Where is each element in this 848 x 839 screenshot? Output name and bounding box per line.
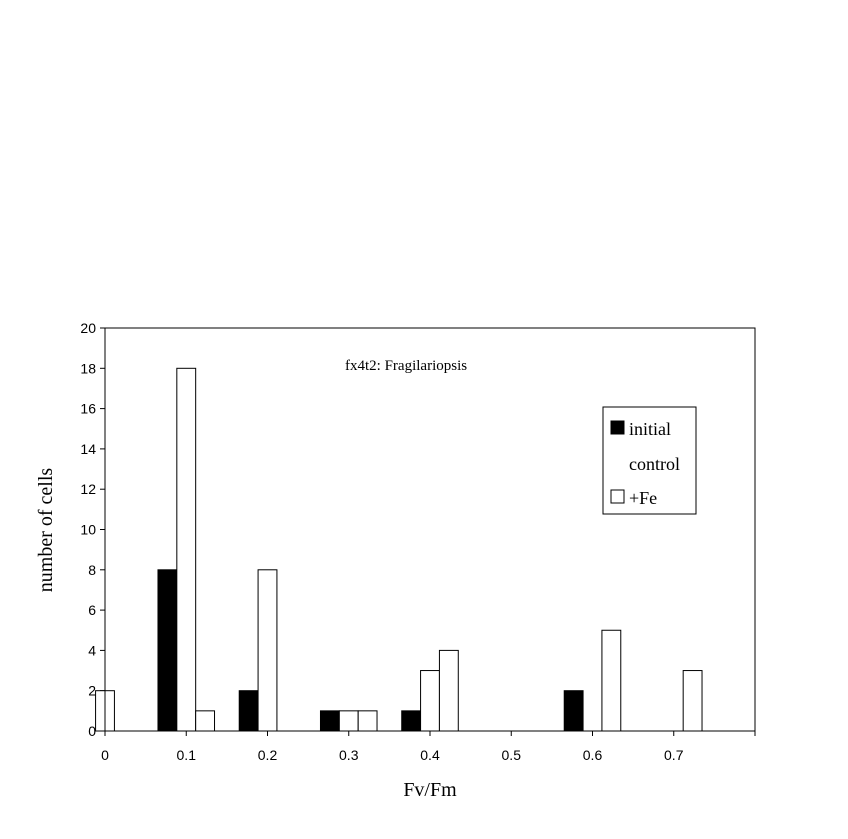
bar-initial (157, 569, 178, 732)
bar-fe (438, 649, 459, 732)
legend-label-fe: +Fe (629, 488, 657, 508)
y-tick-label: 18 (80, 360, 96, 376)
y-tick-label: 8 (88, 562, 96, 578)
y-tick-label: 14 (80, 441, 96, 457)
x-axis-title: Fv/Fm (403, 779, 457, 801)
bar-initial (238, 690, 259, 732)
y-tick-label: 0 (88, 723, 96, 739)
legend-swatch-fe (610, 489, 625, 504)
y-axis-title: number of cells (35, 468, 57, 593)
x-tick-label: 0.4 (420, 747, 440, 763)
legend: initial control +Fe (602, 406, 697, 515)
x-tick-label: 0 (101, 747, 109, 763)
plot-frame (104, 327, 756, 732)
x-axis-ticks: 0 0.1 0.2 0.3 0.4 0.5 0.6 0.7 (101, 731, 756, 763)
x-tick-label: 0.5 (502, 747, 522, 763)
legend-label-control: control (629, 454, 680, 474)
legend-swatch-initial (610, 420, 625, 435)
legend-label-initial: initial (629, 419, 671, 439)
bar-initial (319, 710, 340, 732)
bar-control (420, 670, 440, 732)
y-tick-label: 2 (88, 683, 96, 699)
y-tick-label: 6 (88, 602, 96, 618)
bar-fe (195, 710, 216, 732)
y-tick-label: 20 (80, 320, 96, 336)
y-axis-ticks: 0 2 4 6 8 10 12 14 16 18 20 (80, 320, 105, 739)
x-tick-label: 0.6 (583, 747, 603, 763)
y-tick-label: 4 (88, 642, 96, 658)
bar-fe (357, 710, 378, 732)
y-tick-label: 12 (80, 481, 96, 497)
bar-initial (401, 710, 422, 732)
x-tick-label: 0.2 (258, 747, 278, 763)
y-tick-label: 10 (80, 522, 96, 538)
bar-fe (601, 629, 622, 732)
bar-initial (563, 690, 584, 732)
x-tick-label: 0.3 (339, 747, 359, 763)
x-tick-label: 0.7 (664, 747, 684, 763)
bar-control (338, 710, 359, 732)
bar-fe (682, 670, 703, 732)
bar-control (257, 569, 278, 732)
y-tick-label: 16 (80, 401, 96, 417)
x-tick-label: 0.1 (177, 747, 197, 763)
bar-control (176, 367, 197, 732)
chart-annotation: fx4t2: Fragilariopsis (345, 358, 467, 374)
